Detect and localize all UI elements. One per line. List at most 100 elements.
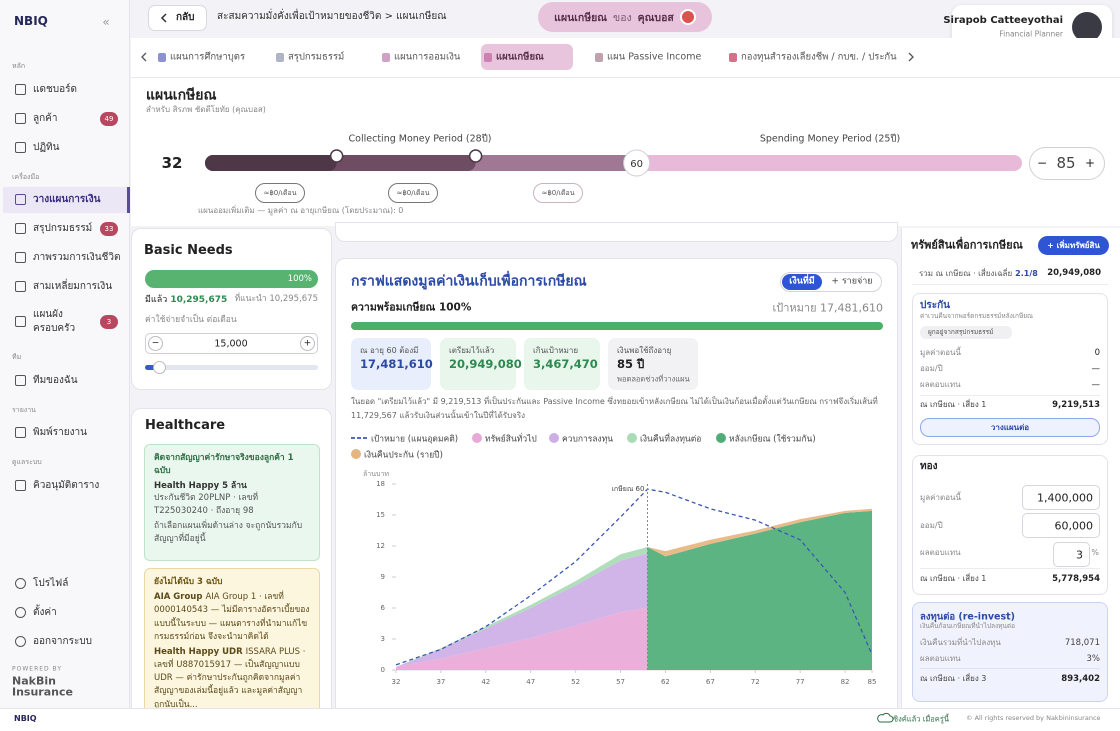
plan-pill: แผนเกษียณ ของ คุณบอส xyxy=(538,2,712,32)
nav-item[interactable]: โปรไฟล์ xyxy=(33,578,69,589)
input[interactable] xyxy=(1022,513,1100,538)
divider xyxy=(912,284,1108,285)
savings-pill xyxy=(533,183,583,203)
result-value: 9,219,513 xyxy=(1052,399,1100,410)
nav-item[interactable]: คิวอนุมัติตาราง xyxy=(33,479,100,491)
counted-detail: ประกันชีวิต 20PLNP · เลขที่ T225030240 ·… xyxy=(154,493,259,516)
back-label[interactable]: กลับ xyxy=(176,12,195,23)
nav-item[interactable]: แดชบอร์ด xyxy=(33,83,77,95)
recommend: ที่แนะนำ 10,295,675 xyxy=(234,293,318,304)
breadcrumb: สะสมความมั่งคั่งเพื่อเป้าหมายของชีวิต > … xyxy=(217,11,447,22)
nav-item[interactable]: ลูกค้า xyxy=(33,112,58,124)
tab-icon xyxy=(595,53,603,62)
toggle-option[interactable]: + รายจ่าย xyxy=(831,276,873,287)
nav-icon xyxy=(15,607,26,618)
stepper-minus[interactable]: − xyxy=(1036,155,1048,170)
have-value: 10,295,675 xyxy=(170,295,228,305)
stat-value: 85 ปี xyxy=(617,357,645,372)
stat-label: ณ อายุ 60 ต้องมี xyxy=(360,346,419,356)
panel-title: ทรัพย์สินเพื่อการเกษียณ xyxy=(911,238,1023,252)
row-label: ออม/ปี xyxy=(920,521,943,531)
counted-note: ถ้าเลือกแผนเพิ่มด้านล่าง จะถูกนับรวมกับส… xyxy=(154,520,303,544)
add-asset-label[interactable]: + เพิ่มทรัพย์สิน xyxy=(1047,240,1100,250)
nav-item[interactable]: ภาพรวมการเงินชีวิต xyxy=(33,252,121,263)
divider xyxy=(920,668,1100,669)
stepper-plus[interactable]: + xyxy=(303,338,312,349)
toggle-option[interactable]: เงินที่มี xyxy=(789,276,815,287)
row-value: — xyxy=(1091,379,1101,390)
tab[interactable]: แผนการศึกษาบุตร xyxy=(170,51,246,63)
stat-box xyxy=(524,338,600,390)
client-avatar xyxy=(679,9,696,25)
input[interactable] xyxy=(1022,485,1100,510)
coverage-percent: 100% xyxy=(287,273,312,284)
row-label: เงินคืนรวมที่นำไปลงทุน xyxy=(920,638,1001,648)
collapse-button[interactable]: « xyxy=(102,14,110,29)
plan-button-label[interactable]: วางแผนต่อ xyxy=(990,422,1030,432)
stat-box xyxy=(608,338,698,390)
tab[interactable]: กองทุนสำรองเลี้ยงชีพ / กบข. / ประกัน xyxy=(741,51,897,63)
footer-logo: NBIQ xyxy=(14,714,37,724)
result-label: ณ เกษียณ · เสี่ยง 3 xyxy=(920,674,987,684)
section-title: หลัก xyxy=(12,61,26,70)
stepper-btn xyxy=(148,336,163,351)
back-button[interactable] xyxy=(148,5,207,31)
stat-label: เกินเป้าหมาย xyxy=(533,346,579,356)
logo: NBIQ xyxy=(14,13,48,28)
asset-tag xyxy=(920,326,1012,339)
divider xyxy=(920,395,1100,396)
policy-name: Health Happy UDR xyxy=(154,646,243,657)
nav-item[interactable]: วางแผนการเงิน xyxy=(33,194,101,205)
nav-item[interactable]: ปฏิทิน xyxy=(33,141,60,153)
nav-item[interactable]: ครอบครัว xyxy=(33,323,76,334)
tab[interactable]: แผนการออมเงิน xyxy=(394,51,461,63)
plan-client: คุณบอส xyxy=(637,11,674,24)
input-value[interactable]: 60,000 xyxy=(1054,518,1094,532)
nav-icon xyxy=(15,374,26,386)
input-value[interactable]: 1,400,000 xyxy=(1037,490,1093,504)
stepper-plus[interactable]: + xyxy=(1084,155,1096,170)
tab-bar xyxy=(131,38,1120,78)
page-subtitle: สำหรับ สิรภพ ชัดตีโยทัย (คุณบอส) xyxy=(146,105,266,115)
add-asset-button[interactable] xyxy=(1038,236,1109,255)
nav-icon xyxy=(15,112,26,124)
asset-card xyxy=(912,602,1108,702)
not-counted-heading: ยังไม่ได้นับ 3 ฉบับ xyxy=(154,577,223,587)
input-value[interactable]: 3 xyxy=(1076,547,1083,561)
row-label: มูลค่าตอนนี้ xyxy=(920,493,961,503)
nav-item[interactable]: ทีมของฉัน xyxy=(33,374,78,386)
slider-knob[interactable] xyxy=(153,361,166,374)
asset-tag-label: ผูกอยู่จากสรุปกรมธรรม์ xyxy=(928,327,994,336)
nav-item[interactable]: สามเหลี่ยมการเงิน xyxy=(33,281,113,292)
nav-item[interactable]: ออกจากระบบ xyxy=(33,636,93,647)
tab[interactable]: สรุปกรมธรรม์ xyxy=(288,51,345,63)
start-age: 32 xyxy=(161,154,183,172)
section-title: ทีม xyxy=(12,352,22,361)
tab[interactable]: แผน Passive Income xyxy=(607,51,702,63)
nav-item[interactable]: แผนผัง xyxy=(33,309,63,320)
input[interactable] xyxy=(1053,542,1090,567)
savings-pill-label: ≈฿0/เดือน xyxy=(396,188,430,197)
nav-item[interactable]: ตั้งค่า xyxy=(33,607,57,618)
nav-item[interactable]: พิมพ์รายงาน xyxy=(33,427,87,438)
active-tab xyxy=(481,44,573,70)
readiness-bar xyxy=(351,322,883,330)
stat-box xyxy=(440,338,516,390)
plan-button[interactable] xyxy=(920,418,1100,437)
counted-box: คิดจากสัญญาค่ารักษาจริงของลูกค้า 1 ฉบับ H… xyxy=(144,444,320,561)
nav-item[interactable]: สรุปกรมธรรม์ xyxy=(33,223,93,234)
user-role: Financial Planner xyxy=(999,29,1063,39)
asset-title: ลงทุนต่อ (re-invest) xyxy=(920,611,1016,623)
stepper-minus[interactable]: − xyxy=(151,338,160,349)
not-counted-item: Health Happy UDR ISSARA PLUS · เลขที่ U88… xyxy=(154,646,310,712)
expense-stepper xyxy=(145,333,318,354)
card-title: Basic Needs xyxy=(144,243,233,259)
active-item-bg xyxy=(3,187,130,213)
row-label: ออม/ปี xyxy=(920,364,943,374)
tab[interactable]: แผนเกษียณ xyxy=(496,51,544,63)
toggle-active[interactable] xyxy=(782,274,822,290)
unit: % xyxy=(1091,548,1099,558)
end-age: 85 xyxy=(1056,154,1076,172)
footer xyxy=(0,708,1120,731)
